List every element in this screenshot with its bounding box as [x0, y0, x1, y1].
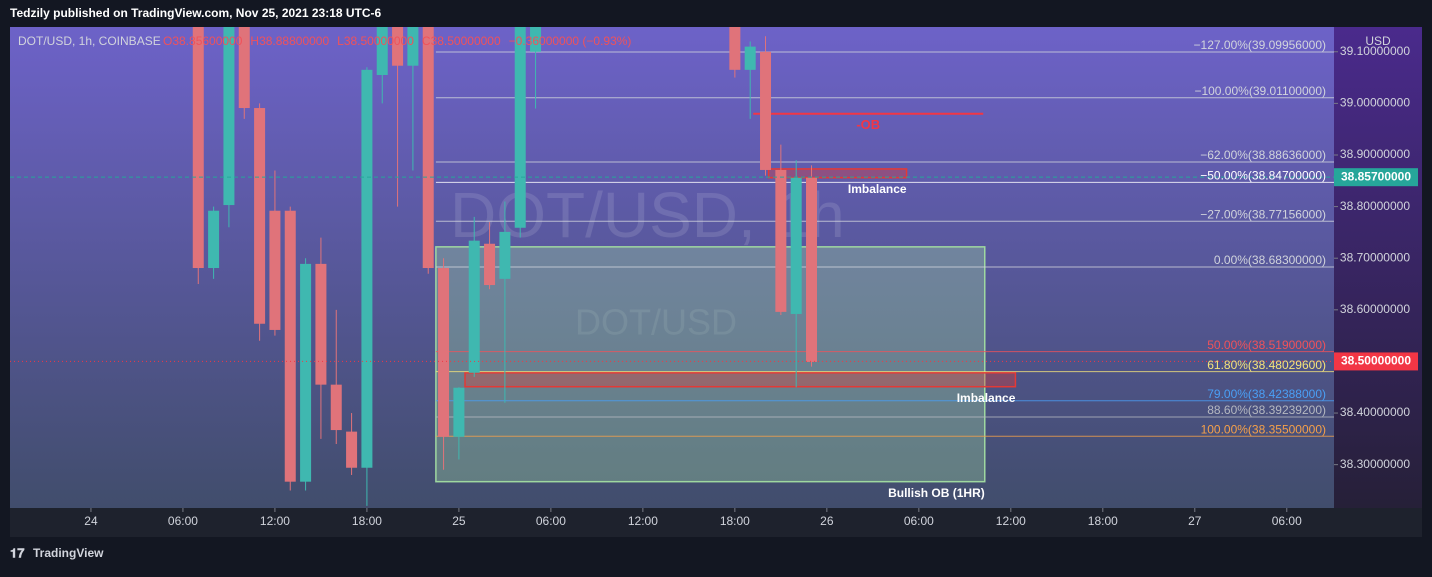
candle-body [422, 27, 434, 269]
fib-label: 88.60%(38.39239200) [1207, 403, 1326, 417]
fib-label: −50.00%(38.84700000) [1200, 169, 1326, 183]
header: Tedzily published on TradingView.com, No… [10, 6, 382, 20]
candle-body [330, 384, 342, 431]
candle-body [438, 268, 450, 437]
candle-body [392, 27, 404, 66]
candle-body [499, 231, 511, 279]
candle-body [223, 27, 235, 206]
fib-label: 61.80%(38.48029600) [1207, 358, 1326, 372]
x-tick-label: 27 [1188, 514, 1202, 528]
axis-unit: USD [1365, 34, 1391, 48]
x-tick-label: 06:00 [1272, 514, 1302, 528]
candle-body [192, 27, 204, 269]
zone-label: Imbalance [957, 391, 1016, 405]
price-axis-bg [1334, 27, 1422, 508]
candle-body [284, 210, 296, 482]
price-tag [1334, 352, 1418, 371]
fib-label: −62.00%(38.88636000) [1200, 148, 1326, 162]
fib-label: 0.00%(38.68300000) [1214, 253, 1326, 267]
ohlc-value: L38.50000000 [337, 34, 414, 48]
candle-body [300, 263, 312, 482]
plot [10, 27, 1334, 506]
candle-body [806, 177, 818, 362]
candle-body [468, 240, 480, 373]
price-tag-label: 38.50000000 [1341, 354, 1411, 368]
x-tick-label: 25 [452, 514, 466, 528]
candle-body [775, 169, 787, 312]
candle-body [376, 27, 388, 75]
logo: 𝟏𝟕 [10, 545, 25, 560]
zone-label: -OB [856, 117, 880, 132]
fib-label: 50.00%(38.51900000) [1207, 338, 1326, 352]
symbol: DOT/USD, 1h, COINBASE [18, 34, 161, 48]
candle-body [530, 27, 542, 52]
zone [767, 168, 908, 179]
x-tick-label: 12:00 [260, 514, 290, 528]
candle-body [484, 243, 496, 286]
ohlc-legend: O38.85600000 H38.88800000 L38.50000000 C38.… [163, 34, 631, 48]
price-tag [1334, 168, 1418, 187]
x-tick-label: 26 [820, 514, 834, 528]
candle-body [514, 27, 526, 228]
fib-label: 100.00%(38.35500000) [1201, 422, 1326, 436]
zone-label: Imbalance [848, 182, 907, 196]
candle-body [790, 177, 802, 314]
candle-body [729, 27, 741, 70]
zone [464, 372, 1017, 388]
x-tick-label: 06:00 [904, 514, 934, 528]
footer: TradingView [33, 546, 104, 560]
fib-label: −100.00%(39.01100000) [1194, 84, 1326, 98]
candle-body [744, 46, 756, 70]
overlay: 39.10000000 39.00000000 38.90000000 38.8000… [84, 38, 1418, 528]
candle-body [361, 69, 373, 468]
y-tick-label: 39.00000000 [1340, 96, 1410, 110]
y-tick-label: 38.70000000 [1340, 250, 1410, 264]
y-tick-label: 38.30000000 [1340, 457, 1410, 471]
x-tick-label: 12:00 [996, 514, 1026, 528]
ohlc-value: O38.85600000 [163, 34, 243, 48]
candle-body [238, 27, 250, 109]
y-tick-label: 38.60000000 [1340, 302, 1410, 316]
zone [435, 246, 986, 483]
x-tick-label: 18:00 [720, 514, 750, 528]
watermark: DOT/USD [575, 302, 737, 343]
price-tag-label: 38.85700000 [1341, 169, 1411, 183]
x-tick-label: 18:00 [1088, 514, 1118, 528]
time-axis-bg [10, 508, 1422, 537]
ohlc-value: H38.88800000 [250, 34, 329, 48]
ohlc-value: −0.36000000 (−0.93%) [509, 34, 632, 48]
candle-body [315, 263, 327, 385]
x-tick-label: 24 [84, 514, 98, 528]
y-tick-label: 39.10000000 [1340, 44, 1410, 58]
fib-label: −27.00%(38.77156000) [1200, 207, 1326, 221]
x-tick-label: 12:00 [628, 514, 658, 528]
x-tick-label: 18:00 [352, 514, 382, 528]
fib-label: −127.00%(39.09956000) [1194, 38, 1326, 52]
x-tick-label: 06:00 [536, 514, 566, 528]
y-tick-label: 38.80000000 [1340, 199, 1410, 213]
candle-body [760, 51, 772, 170]
candle-body [269, 210, 281, 330]
ohlc-value: C38.50000000 [422, 34, 501, 48]
candle-body [254, 108, 266, 324]
candle-body [453, 387, 465, 437]
y-tick-label: 38.90000000 [1340, 147, 1410, 161]
zone-label: Bullish OB (1HR) [888, 486, 985, 500]
candle-body [407, 27, 419, 66]
fib-label: 79.00%(38.42388000) [1207, 387, 1326, 401]
x-tick-label: 06:00 [168, 514, 198, 528]
candle-body [346, 431, 358, 468]
candle-body [208, 210, 220, 269]
y-tick-label: 38.40000000 [1340, 405, 1410, 419]
